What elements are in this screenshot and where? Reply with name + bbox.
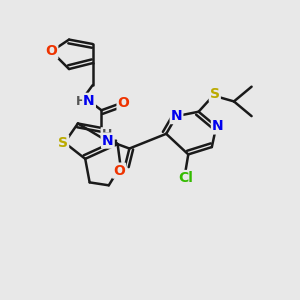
- Text: O: O: [45, 44, 57, 58]
- Text: Cl: Cl: [178, 171, 193, 185]
- Text: H: H: [76, 95, 86, 108]
- Text: N: N: [171, 109, 182, 123]
- Text: N: N: [212, 119, 224, 134]
- Text: H: H: [101, 128, 112, 141]
- Text: N: N: [83, 94, 95, 108]
- Text: N: N: [102, 134, 114, 148]
- Text: S: S: [58, 136, 68, 150]
- Text: O: O: [118, 96, 129, 110]
- Text: O: O: [113, 164, 125, 178]
- Text: S: S: [210, 87, 220, 101]
